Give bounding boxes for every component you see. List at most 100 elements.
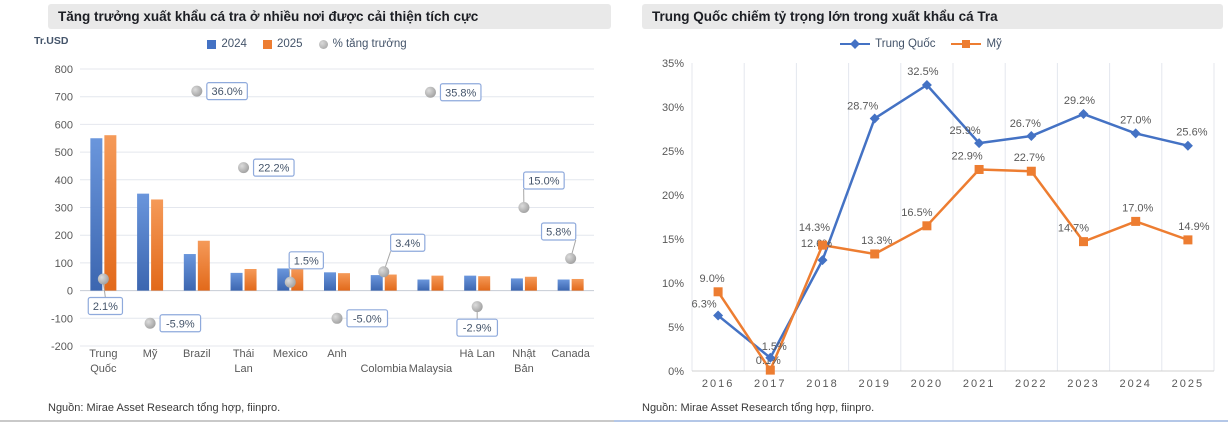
growth-label-box (206, 82, 248, 101)
bar-2024 (510, 278, 523, 291)
square-marker-icon (870, 249, 880, 259)
bar-2025 (431, 275, 444, 291)
bar-2025 (244, 268, 257, 291)
growth-label-box (456, 318, 499, 337)
growth-label-box (439, 83, 482, 102)
x-tick-label: 2019 (858, 378, 890, 390)
y-tick-label: 200 (55, 230, 73, 242)
legend-item-2024: 2024 (207, 38, 247, 50)
y-tick-label: 600 (55, 119, 73, 131)
bar-2025 (338, 273, 350, 291)
square-marker-icon (765, 365, 775, 375)
growth-dot (378, 266, 390, 278)
growth-dot (144, 317, 156, 329)
y-tick-label: 25% (662, 146, 684, 158)
bar-2024 (557, 279, 570, 291)
legend-label: % tăng trưởng (332, 38, 407, 50)
data-label: 25.6% (1176, 127, 1207, 139)
bar-2024 (183, 254, 196, 291)
bar-2025 (478, 276, 491, 291)
growth-leader (102, 282, 106, 298)
category-label: Colombia (360, 363, 407, 375)
diamond-marker-icon (765, 352, 776, 363)
y-tick-label: 10% (662, 278, 684, 290)
left-chart-legend: 2024 2025 % tăng trưởng (0, 38, 614, 50)
y-tick-label: 30% (662, 102, 684, 114)
legend-item-trung-qu-c: Trung Quốc (840, 38, 935, 50)
category-label: Thái (233, 348, 254, 360)
growth-label-box (252, 158, 295, 177)
growth-label-box (159, 314, 202, 333)
y-tick-label: 800 (55, 64, 73, 76)
category-label: Brazil (183, 348, 211, 360)
x-tick-label: 2024 (1119, 378, 1151, 390)
bar-2024 (90, 138, 103, 291)
diamond-icon (850, 39, 861, 49)
x-tick-label: 2021 (963, 378, 995, 390)
growth-dot (238, 162, 250, 174)
y-tick-label: 15% (662, 234, 684, 246)
diamond-marker-icon (869, 113, 880, 124)
growth-dot (284, 276, 296, 288)
legend-label: 2024 (221, 38, 247, 50)
growth-dot (331, 312, 343, 324)
y-tick-label: 500 (55, 147, 73, 159)
growth-label: 2.1% (93, 301, 118, 313)
diamond-marker-icon (974, 138, 985, 149)
legend-label: 2025 (276, 38, 303, 50)
category-label: Mỹ (143, 348, 158, 360)
square-marker-icon (974, 164, 984, 174)
diamond-marker-icon (840, 39, 871, 49)
data-label: 29.2% (1064, 95, 1095, 107)
x-tick-label: 2017 (754, 378, 786, 390)
diamond-marker-icon (921, 80, 932, 90)
square-marker-icon (262, 39, 272, 49)
y-tick-label: 5% (668, 322, 684, 334)
growth-label-box (390, 233, 426, 252)
bottom-rule-left (0, 420, 614, 422)
data-label: 28.7% (847, 100, 878, 112)
data-label: 22.9% (951, 150, 982, 162)
series-line-1 (716, 168, 1190, 372)
growth-dot (191, 85, 203, 97)
diamond-marker-icon (1026, 131, 1037, 142)
growth-label-box (540, 222, 577, 241)
category-label: Malaysia (409, 363, 453, 375)
square-marker-icon (1026, 166, 1036, 176)
right-chart-legend: Trung Quốc Mỹ (614, 38, 1228, 50)
diamond-marker-icon (713, 310, 724, 321)
left-chart-panel: Tăng trưởng xuất khẩu cá tra ở nhiều nơi… (0, 4, 614, 414)
growth-dot (518, 202, 530, 213)
x-tick-label: 2022 (1015, 378, 1047, 390)
x-tick-label: 2018 (806, 378, 838, 390)
data-label: 14.7% (1058, 223, 1089, 235)
y-tick-label: 20% (662, 190, 684, 202)
square-marker-icon (1131, 216, 1141, 226)
bar-2024 (370, 275, 383, 291)
data-label: 22.7% (1014, 152, 1045, 164)
export-growth-bar-chart: 800 700 600 500 400 300 200 100 0 -100 -200 Trung Qu… (51, 64, 594, 375)
category-label: Mexico (273, 348, 308, 360)
bar-2024 (464, 275, 477, 291)
data-label: 13.3% (861, 235, 892, 247)
square-marker-icon (1183, 235, 1193, 245)
growth-label: -5.0% (353, 313, 382, 325)
x-tick-label: 2025 (1172, 378, 1204, 390)
square-marker-icon (818, 240, 827, 250)
y-tick-label: 300 (55, 203, 73, 215)
left-chart-source: Nguồn: Mirae Asset Research tổng hợp, fi… (48, 402, 281, 414)
right-chart-source: Nguồn: Mirae Asset Research tổng hợp, fi… (642, 402, 875, 414)
category-label: Nhật (512, 348, 535, 360)
square-icon (962, 40, 971, 48)
bar-2024 (324, 272, 336, 291)
y-tick-label: 100 (55, 258, 73, 270)
y-tick-label: 0% (668, 366, 684, 378)
left-chart-title: Tăng trưởng xuất khẩu cá tra ở nhiều nơi… (48, 4, 611, 29)
category-label: Lan (234, 363, 252, 375)
bar-2025 (104, 135, 117, 291)
growth-label-box (288, 251, 324, 270)
category-label: Canada (551, 348, 590, 360)
category-label: Quốc (90, 363, 117, 375)
category-label: Trung (89, 348, 117, 360)
x-tick-label: 2020 (911, 378, 943, 390)
